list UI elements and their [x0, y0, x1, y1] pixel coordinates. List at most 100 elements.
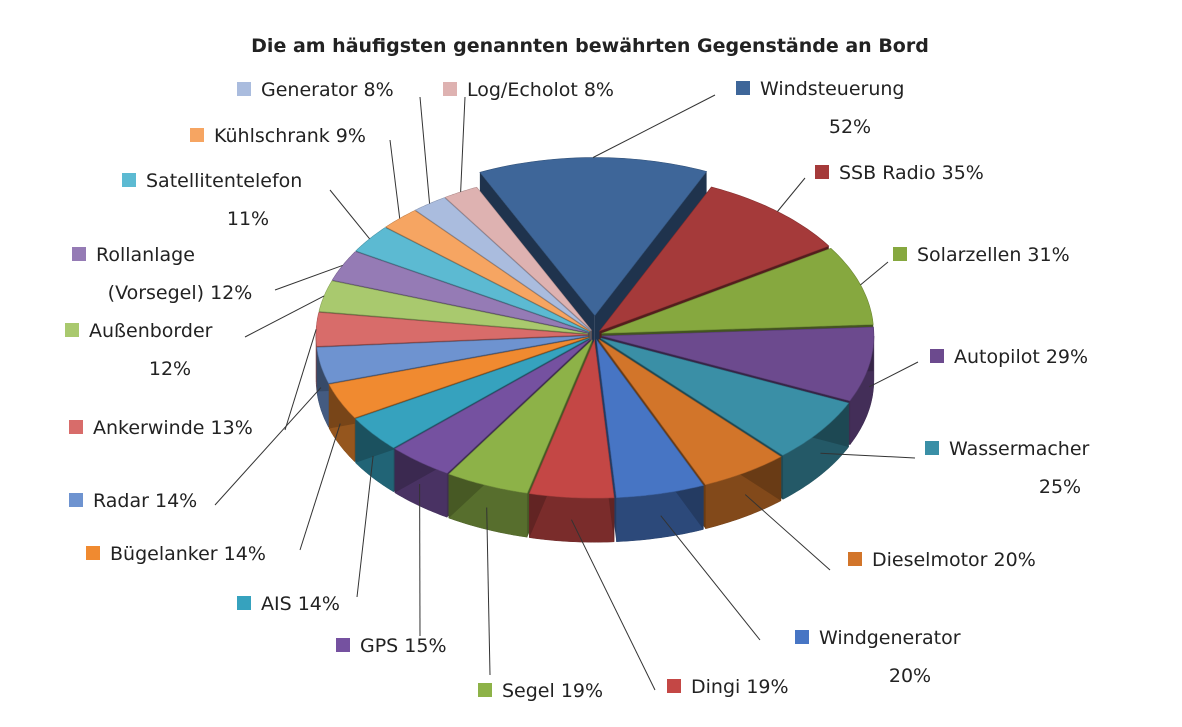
legend-swatch: [736, 81, 750, 95]
chart-title: Die am häufigsten genannten bewährten Ge…: [251, 35, 929, 57]
slice-label: AIS 14%: [261, 593, 340, 615]
slice-top: [318, 280, 589, 335]
slice-value: 11%: [227, 208, 269, 230]
leader-line: [592, 94, 716, 158]
slice-value: 52%: [829, 116, 871, 138]
leader-line: [820, 452, 916, 459]
pie-slice-dingi: [528, 339, 615, 543]
legend-swatch: [69, 493, 83, 507]
leader-line: [284, 329, 317, 431]
slice-label: Log/Echolot 8%: [467, 79, 614, 101]
slice-top: [354, 337, 590, 449]
legend-swatch: [848, 552, 862, 566]
slice-label: Rollanlage: [96, 244, 195, 266]
legend-swatch: [667, 679, 681, 693]
leader-line: [460, 96, 466, 192]
slice-top: [528, 339, 615, 499]
slice-value: 12%: [149, 358, 191, 380]
slice-top: [316, 335, 589, 384]
legend-label: SSB Radio 35%: [777, 162, 984, 212]
slice-label: Ankerwinde 13%: [93, 417, 253, 439]
legend-swatch: [478, 683, 492, 697]
leader-line: [777, 177, 806, 212]
leader-line: [356, 455, 374, 598]
legend-swatch: [336, 638, 350, 652]
legend-swatch: [72, 247, 86, 261]
legend-swatch: [69, 420, 83, 434]
legend-swatch: [190, 128, 204, 142]
slice-label: Windsteuerung: [760, 78, 904, 100]
slice-top: [598, 339, 782, 486]
leader-line: [419, 96, 431, 204]
legend-label: Dingi 19%: [571, 519, 789, 698]
legend-swatch: [815, 165, 829, 179]
slice-top: [331, 251, 589, 334]
slice-value: 20%: [889, 665, 931, 687]
legend-label: Segel 19%: [478, 507, 603, 702]
slice-value: 25%: [1039, 476, 1081, 498]
slice-label: Außenborder: [89, 320, 213, 342]
legend-label: Solarzellen 31%: [860, 244, 1070, 286]
slice-label: Kühlschrank 9%: [214, 125, 366, 147]
leader-line: [389, 139, 401, 219]
legend-label: Satellitentelefon 11%: [122, 170, 370, 240]
slice-label: SSB Radio 35%: [839, 162, 984, 184]
legend-label: Log/Echolot 8%: [443, 79, 614, 192]
legend-swatch: [86, 546, 100, 560]
legend-label: Radar 14%: [69, 387, 322, 512]
legend-label: Ankerwinde 13%: [69, 329, 317, 439]
leader-line: [299, 423, 341, 551]
legend-label: Generator 8%: [237, 79, 431, 204]
slice-label: Generator 8%: [261, 79, 394, 101]
slice-label: Autopilot 29%: [954, 346, 1088, 368]
leader-line: [660, 515, 761, 641]
slice-top: [600, 337, 850, 456]
slice-label: Solarzellen 31%: [917, 244, 1070, 266]
slice-value: (Vorsegel) 12%: [108, 282, 253, 304]
slice-top: [601, 326, 875, 402]
legend-swatch: [925, 441, 939, 455]
slice-top: [355, 227, 590, 333]
slice-label: Satellitentelefon: [146, 170, 302, 192]
slice-label: Wassermacher: [949, 438, 1090, 460]
legend-label: Kühlschrank 9%: [190, 125, 401, 219]
legend-label: Autopilot 29%: [869, 346, 1088, 388]
leader-line: [571, 519, 656, 691]
leader-line: [329, 189, 370, 240]
slice-label: GPS 15%: [360, 635, 447, 657]
legend-swatch: [893, 247, 907, 261]
slice-label: Dingi 19%: [691, 676, 789, 698]
legend-label: Dieselmotor 20%: [744, 494, 1036, 571]
leader-line: [744, 494, 831, 571]
slice-label: Windgenerator: [819, 627, 961, 649]
legend-swatch: [65, 323, 79, 337]
slice-label: Radar 14%: [93, 490, 197, 512]
slice-top: [315, 312, 589, 347]
legend-label: Außenborder 12%: [65, 295, 325, 380]
slice-top: [394, 338, 591, 474]
slice-top: [328, 336, 589, 419]
leader-line: [860, 261, 889, 286]
leader-line: [869, 361, 919, 388]
legend-label: Wassermacher 25%: [820, 438, 1090, 498]
legend-swatch: [443, 82, 457, 96]
legend-label: Windgenerator 20%: [660, 515, 961, 687]
leader-line: [274, 264, 343, 291]
legend-label: Bügelanker 14%: [86, 423, 341, 565]
slice-top: [448, 339, 593, 494]
leader-line: [244, 295, 325, 338]
legend-label: GPS 15%: [336, 483, 447, 657]
legend-swatch: [237, 82, 251, 96]
legend-label: Windsteuerung 52%: [592, 78, 904, 158]
legend-swatch: [122, 173, 136, 187]
legend-label: Rollanlage (Vorsegel) 12%: [72, 244, 343, 304]
legend-label: AIS 14%: [237, 455, 374, 615]
legend-swatch: [795, 630, 809, 644]
slice-label: Bügelanker 14%: [110, 543, 266, 565]
legend-swatch: [930, 349, 944, 363]
slice-label: Dieselmotor 20%: [872, 549, 1036, 571]
leader-line: [486, 507, 491, 676]
slice-top: [596, 338, 704, 499]
